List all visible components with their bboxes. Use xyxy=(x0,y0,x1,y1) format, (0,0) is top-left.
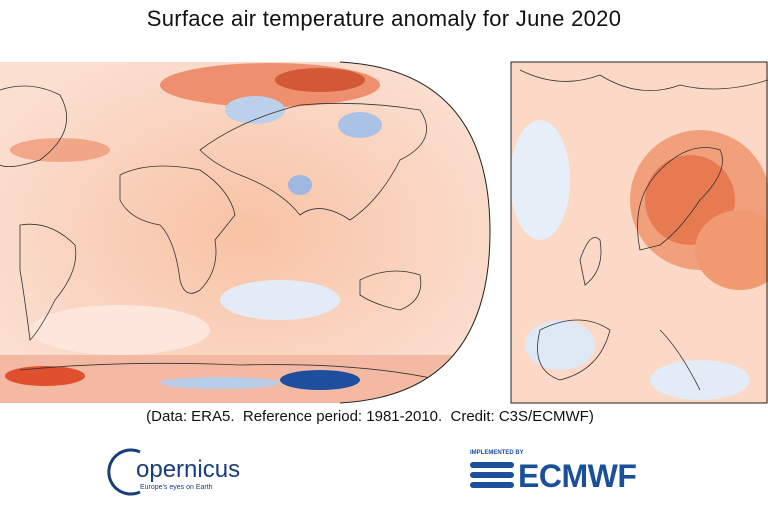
title: Surface air temperature anomaly for June… xyxy=(146,6,622,31)
copernicus-logo-text: opernicus xyxy=(136,456,241,483)
ecmwf-tagline: IMPLEMENTED BY xyxy=(470,450,524,456)
copernicus-swoosh xyxy=(107,448,141,496)
ecmwf-logo-text: ECMWF xyxy=(518,458,637,494)
caption: (Data: ERA5. Reference period: 1981-2010… xyxy=(146,408,594,425)
europe-frame xyxy=(510,61,768,404)
world-outline xyxy=(339,61,491,404)
world-map xyxy=(0,62,490,403)
ecmwf-icon xyxy=(470,462,514,488)
copernicus-tagline: Europe's eyes on Earth xyxy=(140,484,213,491)
europe-map xyxy=(511,62,768,403)
